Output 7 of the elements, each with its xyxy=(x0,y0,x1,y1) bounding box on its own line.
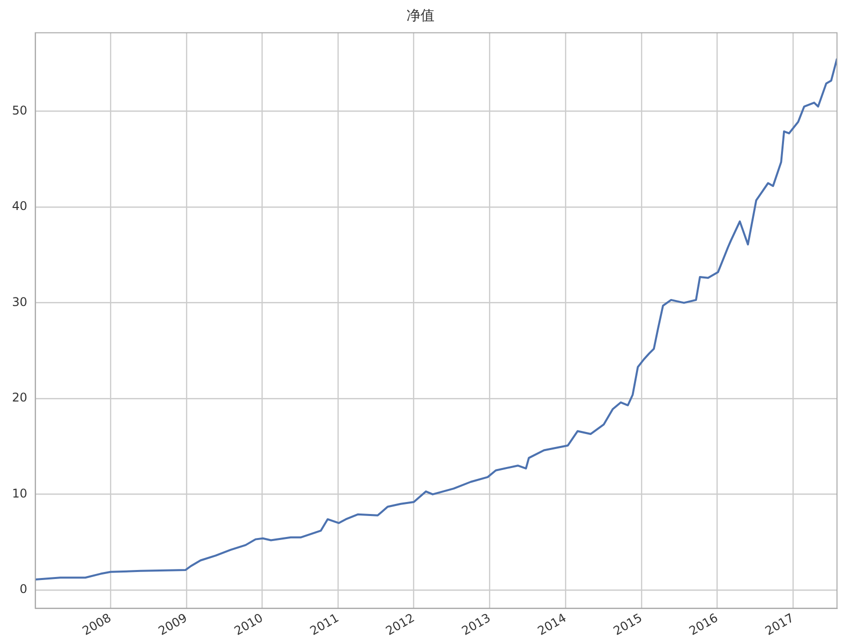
chart-title: 净值 xyxy=(406,8,434,24)
y-tick-label: 40 xyxy=(12,199,28,214)
y-tick-label: 50 xyxy=(12,103,28,118)
y-tick-label: 30 xyxy=(12,294,28,309)
y-tick-label: 0 xyxy=(20,582,28,596)
y-tick-label: 10 xyxy=(12,486,28,500)
y-tick-label: 20 xyxy=(12,390,28,405)
